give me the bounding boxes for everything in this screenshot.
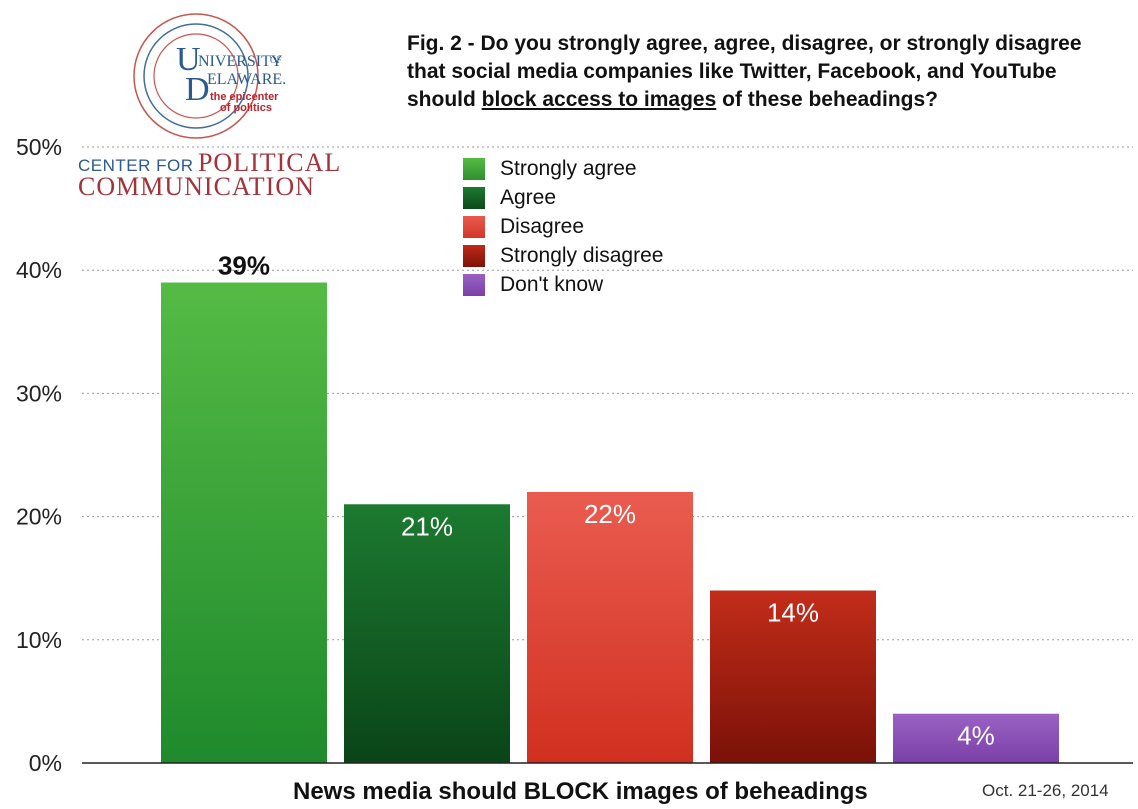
y-tick-label: 10% xyxy=(16,627,62,653)
chart-title-part2: of these beheadings? xyxy=(716,88,938,111)
y-tick-label: 0% xyxy=(29,750,62,776)
logo-d-letter: D xyxy=(185,71,210,108)
legend-label-disagree: Disagree xyxy=(500,214,585,238)
legend-swatch-strongly-disagree xyxy=(463,244,485,267)
legend-label-strongly-agree: Strongly agree xyxy=(500,156,637,180)
chart-title-part1: Fig. 2 - Do you strongly agree, agree, d… xyxy=(407,32,1082,111)
legend: Strongly agree Agree Disagree Strongly d… xyxy=(463,154,663,299)
logo-tagline-2: of politics xyxy=(220,102,272,114)
bar-dont-know xyxy=(893,713,1059,763)
data-label-strongly-agree: 39% xyxy=(218,251,270,281)
logo-of-text: OF xyxy=(270,55,282,65)
logo-delaware-text: ELAWARE. xyxy=(207,71,286,88)
data-label-disagree: 22% xyxy=(584,499,636,529)
bar-disagree xyxy=(527,491,693,763)
y-tick-label: 50% xyxy=(16,134,62,160)
center-for-text: CENTER FOR xyxy=(78,156,194,175)
legend-swatch-dont-know xyxy=(463,273,485,296)
bars xyxy=(161,282,1059,763)
chart-title-underlined: block access to images xyxy=(481,88,717,111)
logo-tagline-1: the epicenter xyxy=(210,91,279,103)
legend-item-strongly-agree: Strongly agree xyxy=(463,154,663,183)
y-tick-label: 20% xyxy=(16,504,62,530)
y-tick-label: 40% xyxy=(16,257,62,283)
university-logo: U D NIVERSITY OF ELAWARE. the epicenter … xyxy=(133,13,286,139)
legend-item-agree: Agree xyxy=(463,183,663,212)
data-label-dont-know: 4% xyxy=(957,721,995,751)
legend-swatch-disagree xyxy=(463,215,485,238)
bar-strongly-disagree xyxy=(710,590,876,763)
logo-university-text: NIVERSITY xyxy=(198,53,283,70)
chart-title: Fig. 2 - Do you strongly agree, agree, d… xyxy=(407,30,1107,114)
legend-item-strongly-disagree: Strongly disagree xyxy=(463,241,663,270)
data-label-agree: 21% xyxy=(401,511,453,541)
legend-label-strongly-disagree: Strongly disagree xyxy=(500,243,664,267)
logo-u-letter: U xyxy=(176,41,201,78)
logo-mid-ring xyxy=(143,23,249,129)
legend-swatch-strongly-agree xyxy=(463,157,485,180)
bar-agree xyxy=(344,504,510,763)
survey-date: Oct. 21-26, 2014 xyxy=(982,781,1109,800)
communication-text: COMMUNICATION xyxy=(78,172,315,201)
bar-strongly-agree xyxy=(161,282,327,763)
logo-outer-ring xyxy=(133,13,259,139)
y-tick-label: 30% xyxy=(16,380,62,406)
political-text: POLITICAL xyxy=(197,148,342,177)
center-for-political-label: CENTER FOR POLITICAL xyxy=(78,148,341,178)
x-axis-label: News media should BLOCK images of behead… xyxy=(293,778,868,805)
legend-label-agree: Agree xyxy=(500,185,557,209)
legend-item-disagree: Disagree xyxy=(463,212,663,241)
legend-item-dont-know: Don't know xyxy=(463,270,663,299)
data-labels: 39% 21% 22% 14% 4% xyxy=(218,251,995,751)
logo-inner-ring xyxy=(153,33,239,119)
data-label-strongly-disagree: 14% xyxy=(767,598,819,628)
y-axis-ticks: 0% 10% 20% 30% 40% 50% xyxy=(16,134,62,776)
legend-label-dont-know: Don't know xyxy=(500,272,604,296)
legend-swatch-agree xyxy=(463,186,485,209)
